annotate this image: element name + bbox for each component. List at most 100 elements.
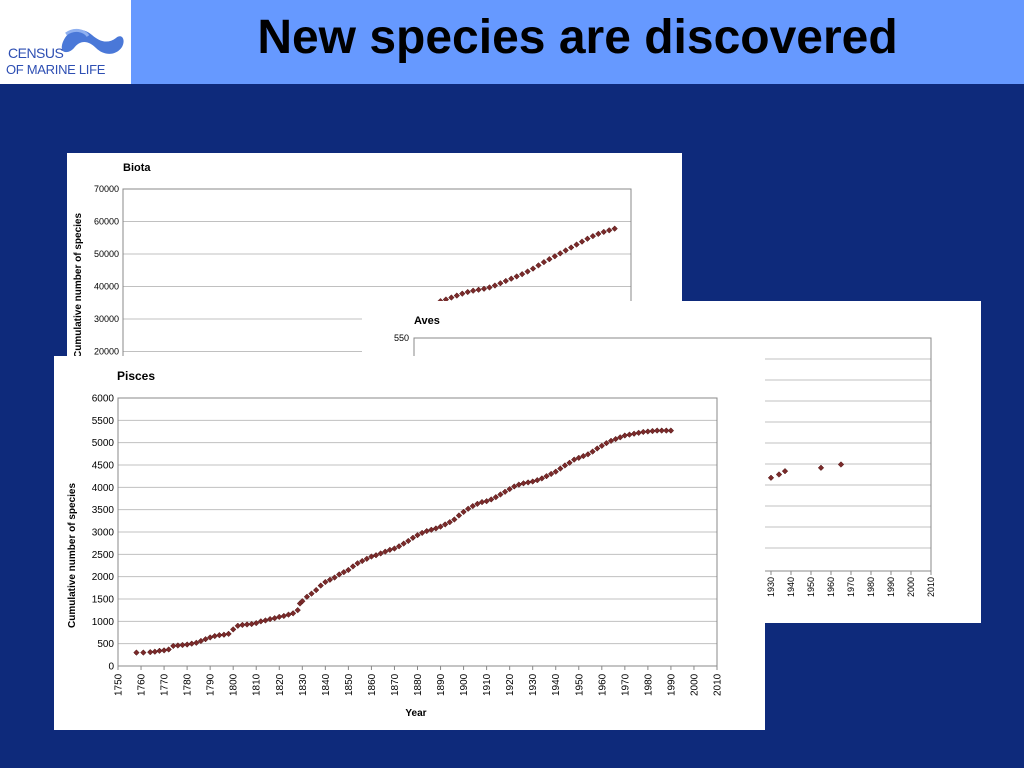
pisces-data-point	[644, 428, 652, 435]
pisces-y-tick-label: 6000	[92, 394, 115, 405]
biota-data-point	[524, 268, 531, 275]
pisces-data-point	[432, 525, 440, 532]
pisces-data-point	[395, 543, 403, 550]
slide-header: CENSUS OF MARINE LIFE New species are di…	[0, 0, 1024, 84]
pisces-data-point	[649, 427, 656, 435]
pisces-data-point	[285, 611, 292, 618]
pisces-data-point	[511, 483, 518, 490]
biota-data-point	[540, 258, 548, 266]
pisces-data-point	[197, 637, 205, 645]
pisces-data-point	[506, 485, 513, 493]
pisces-data-point	[455, 512, 463, 519]
biota-data-point	[600, 228, 607, 236]
pisces-data-point	[589, 448, 596, 455]
pisces-x-tick-label: 2010	[713, 673, 724, 696]
pisces-x-tick-label: 1920	[505, 673, 516, 696]
pisces-data-point	[271, 615, 278, 622]
pisces-data-point	[289, 610, 297, 617]
pisces-x-tick-label: 1750	[114, 673, 125, 696]
pisces-data-point	[326, 576, 334, 583]
pisces-x-tick-label: 1930	[528, 673, 539, 696]
pisces-y-tick-label: 2500	[92, 550, 115, 561]
pisces-data-point	[174, 642, 182, 649]
pisces-x-tick-label: 1950	[574, 673, 585, 696]
pisces-x-tick-label: 1840	[321, 673, 332, 696]
pisces-data-point	[391, 545, 398, 552]
biota-y-tick-label: 50000	[94, 249, 119, 259]
aves-y-tick-top: 550	[394, 333, 409, 343]
pisces-data-point	[225, 630, 232, 637]
biota-data-point	[491, 282, 499, 289]
pisces-y-tick-label: 5000	[92, 438, 115, 449]
aves-x-tick-label: 2010	[926, 577, 936, 597]
biota-data-point	[535, 262, 542, 269]
aves-x-tick-label: 1980	[866, 577, 876, 597]
pisces-data-point	[653, 427, 661, 434]
biota-data-point	[513, 273, 520, 280]
pisces-data-point	[165, 646, 172, 653]
pisces-data-point	[202, 636, 209, 643]
pisces-y-tick-label: 1500	[92, 595, 115, 606]
pisces-data-point	[557, 465, 564, 472]
biota-data-point	[518, 270, 526, 278]
pisces-data-point	[501, 488, 509, 495]
biota-data-point	[480, 285, 488, 292]
pisces-data-point	[437, 523, 444, 530]
aves-data-point	[781, 467, 789, 475]
biota-data-point	[573, 241, 580, 248]
pisces-data-point	[571, 456, 578, 463]
pisces-y-tick-label: 0	[108, 662, 114, 673]
pisces-data-point	[280, 612, 288, 620]
pisces-data-point	[299, 598, 306, 605]
aves-data-point	[837, 461, 845, 468]
pisces-x-tick-label: 1830	[298, 673, 309, 696]
aves-x-tick-label: 1990	[886, 577, 896, 597]
pisces-data-point	[220, 631, 228, 638]
biota-data-point	[567, 244, 575, 251]
pisces-x-tick-label: 1780	[183, 673, 194, 696]
pisces-x-tick-label: 1850	[344, 673, 355, 696]
pisces-data-point	[538, 475, 546, 482]
biota-chart: 70000 60000 50000 40000 30000 20000 Biota Cum…	[73, 162, 632, 363]
biota-data-point	[502, 277, 509, 285]
pisces-data-point	[312, 586, 320, 594]
pisces-data-point	[331, 574, 338, 581]
pisces-x-tick-label: 1980	[643, 673, 654, 696]
pisces-x-tick-label: 1970	[620, 673, 631, 696]
pisces-data-point	[529, 478, 536, 485]
biota-data-point	[508, 275, 515, 282]
pisces-data-point	[248, 620, 255, 628]
pisces-data-point	[635, 429, 642, 436]
pisces-data-point	[405, 537, 412, 545]
pisces-x-tick-label: 1990	[666, 673, 677, 696]
pisces-x-tick-label: 1760	[137, 673, 148, 696]
biota-y-tick-label: 70000	[94, 184, 119, 194]
pisces-data-point	[239, 621, 246, 629]
pisces-data-point	[474, 500, 481, 508]
pisces-data-point	[547, 470, 555, 478]
pisces-data-point	[534, 477, 541, 484]
logo-wave-icon	[61, 28, 124, 54]
pisces-data-point	[483, 498, 490, 505]
pisces-data-point	[607, 437, 615, 445]
pisces-data-point	[414, 531, 421, 539]
pisces-data-point	[497, 491, 504, 498]
biota-y-tick-label: 20000	[94, 347, 119, 357]
pisces-x-tick-label: 1870	[390, 673, 401, 696]
pisces-data-point	[303, 593, 311, 600]
biota-y-tick-label: 40000	[94, 282, 119, 292]
pisces-x-tick-label: 1890	[436, 673, 447, 696]
pisces-data-point	[469, 502, 476, 510]
pisces-data-point	[524, 479, 532, 486]
biota-y-tick-label: 30000	[94, 314, 119, 324]
pisces-x-tick-label: 1910	[482, 673, 493, 696]
pisces-data-point	[630, 430, 638, 437]
pisces-data-point	[409, 534, 417, 541]
pisces-data-point	[317, 582, 324, 589]
pisces-y-tick-label: 5500	[92, 416, 115, 427]
pisces-data-point	[179, 641, 186, 649]
pisces-data-point	[561, 462, 569, 469]
pisces-data-point	[336, 571, 343, 578]
pisces-data-point	[243, 621, 251, 628]
pisces-data-point	[667, 427, 675, 434]
